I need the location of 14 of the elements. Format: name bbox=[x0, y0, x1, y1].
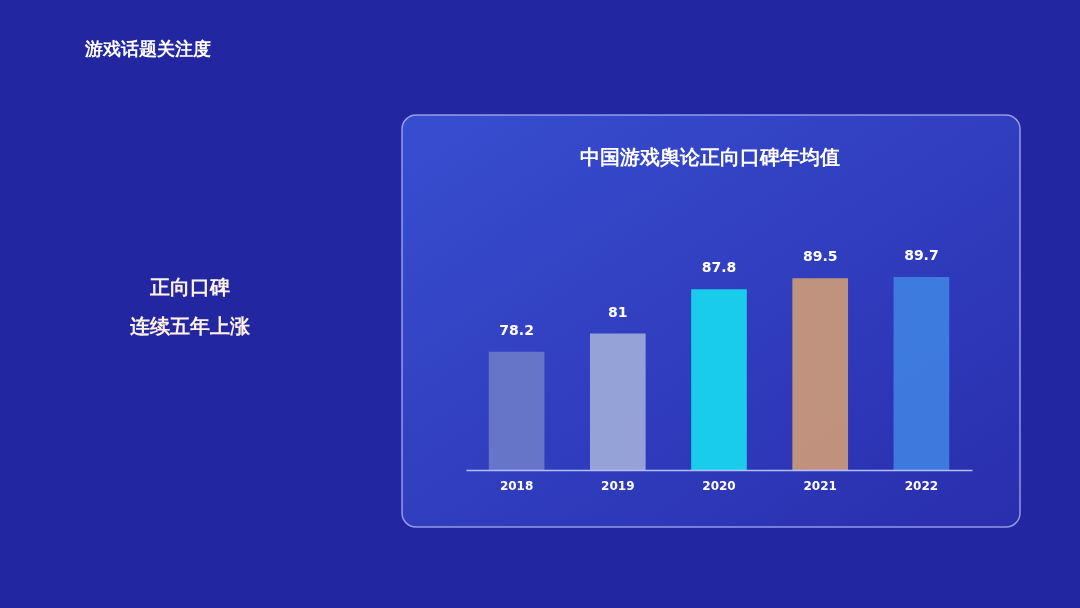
data-label: 81 bbox=[608, 303, 628, 320]
text: 连续五年上涨 bbox=[129, 314, 251, 338]
data-label: 78.2 bbox=[499, 321, 534, 338]
x-tick-label: 2021 bbox=[803, 478, 837, 493]
data-label: 87.8 bbox=[701, 259, 737, 276]
data-label: 89.5 bbox=[802, 248, 838, 265]
x-tick-label: 2020 bbox=[702, 478, 736, 493]
chart-title: 中国游戏舆论正向口碑年均值 bbox=[580, 145, 840, 169]
data-label: 89.7 bbox=[904, 247, 939, 263]
x-tick-label: 2018 bbox=[499, 478, 534, 493]
x-tick-label: 2022 bbox=[904, 478, 939, 493]
text: 正向口碑 bbox=[149, 275, 230, 299]
text: 游戏话题关注度 bbox=[84, 38, 211, 59]
x-tick-label: 2019 bbox=[601, 478, 635, 493]
